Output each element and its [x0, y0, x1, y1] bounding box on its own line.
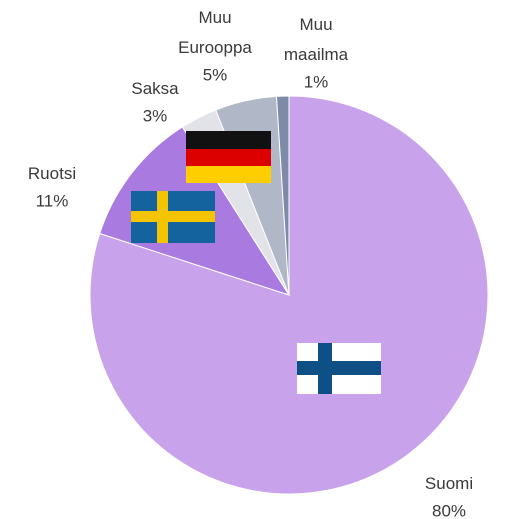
category-label: Suomi [425, 474, 473, 493]
value-label: 3% [143, 106, 168, 125]
category-label: Ruotsi [28, 164, 76, 183]
category-label: Muu Eurooppa [178, 8, 252, 57]
pie-slice [275, 95, 290, 296]
value-label: 80% [432, 501, 466, 519]
flag-germany [186, 131, 271, 183]
category-label: Saksa [131, 79, 179, 98]
labels: Suomi 80% Ruotsi 11% Saksa 3% Muu Eurooppa 5% Muu… [28, 8, 473, 519]
flag-sweden [131, 191, 215, 243]
category-label: Muu maailma [284, 15, 349, 64]
flag-finland [297, 343, 381, 394]
value-label: 11% [36, 191, 69, 210]
value-label: 1% [304, 72, 329, 91]
value-label: 5% [203, 65, 228, 84]
pie [89, 95, 489, 495]
